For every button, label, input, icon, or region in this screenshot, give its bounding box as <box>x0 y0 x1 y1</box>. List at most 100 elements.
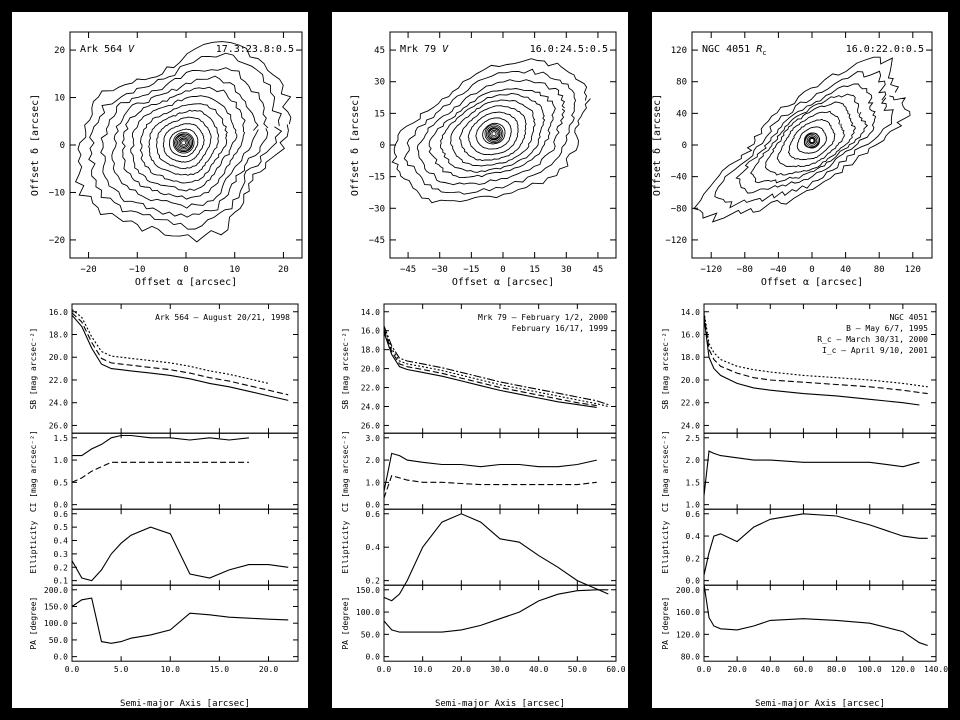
contour-line <box>130 95 238 192</box>
profile-panel-2-svg: 14.0 16.0 18.0 20.0 22.0 24.0 26.0 SB [mag arcs… <box>341 303 626 709</box>
y-tick-label: 120.0 <box>676 630 700 639</box>
profile-row-frame-pa <box>703 584 937 662</box>
y-tick-label: 0 <box>380 141 385 151</box>
contour-line <box>475 117 512 150</box>
contour-panel-3: NGC 4051 Rc 16.0:22.0:0.5 −120 −80 −40 0 40 80 1… <box>652 12 948 298</box>
x-axis-label: Semi-major Axis [arcsec] <box>120 699 250 708</box>
x-tick-label: 10 <box>229 265 240 275</box>
contour-lines <box>75 41 292 243</box>
y-tick-label: 0.2 <box>686 554 701 563</box>
contour-line <box>148 109 220 176</box>
contour-line <box>714 70 894 209</box>
contour-band: V <box>442 44 449 55</box>
sb-series-V <box>383 329 597 407</box>
contour-title: Ark 564 V <box>80 44 135 55</box>
contour-line <box>100 67 269 218</box>
y-tick-label: 1.0 <box>686 501 701 510</box>
contour-line <box>796 126 828 154</box>
contour-line <box>162 123 205 163</box>
y-tick-label: 1.0 <box>54 456 69 465</box>
y-tick-label: 200.0 <box>676 586 700 595</box>
nucleus-contour <box>808 136 816 145</box>
y-tick-label: 14.0 <box>361 308 380 317</box>
profile-panel-1: 16.0 18.0 20.0 22.0 24.0 26.0 SB [mag arcsec⁻²… <box>12 298 308 709</box>
y-tick-label: 0.4 <box>686 532 701 541</box>
x-tick-label: 60.0 <box>794 665 813 674</box>
x-axis-label: Offset α [arcsec] <box>135 277 237 288</box>
y-tick-label: 0.6 <box>366 510 381 519</box>
y-tick-label: −15 <box>369 173 385 183</box>
x-tick-label: −80 <box>737 265 753 275</box>
x-axis-label: Offset α [arcsec] <box>452 277 554 288</box>
sb-series-R_c <box>703 313 928 395</box>
y-tick-label: 0.0 <box>54 501 69 510</box>
profile-panel-2: 14.0 16.0 18.0 20.0 22.0 24.0 26.0 SB [mag arcs… <box>332 298 628 709</box>
contour-level-info: 16.0:24.5:0.5 <box>530 44 608 55</box>
x-tick-label: 80.0 <box>827 665 846 674</box>
nucleus-contour <box>172 131 195 154</box>
x-tick-label: 15 <box>529 265 540 275</box>
y-tick-label: 80 <box>676 78 687 88</box>
contour-level-info: 17.3:23.8:0.5 <box>216 44 294 55</box>
nucleus-contour <box>175 134 192 151</box>
sb-series-V <box>71 312 289 396</box>
x-tick-label: 0.0 <box>697 665 712 674</box>
y-tick-label: 20.0 <box>681 376 700 385</box>
y-axis-label: Ellipticity <box>29 521 38 574</box>
x-tick-label: −20 <box>80 265 96 275</box>
sb-series-I <box>71 309 269 384</box>
y-tick-label: 50.0 <box>49 636 68 645</box>
y-tick-label: 50.0 <box>361 630 380 639</box>
ellipticity-series-ellipticity <box>383 513 609 602</box>
x-tick-label: 30.0 <box>490 665 509 674</box>
x-tick-label: 120 <box>905 265 921 275</box>
x-tick-label: 120.0 <box>891 665 915 674</box>
y-tick-label: −20 <box>49 236 65 246</box>
nucleus-contour <box>485 125 502 142</box>
y-tick-label: 0.0 <box>54 653 69 662</box>
profile-panel-3: 14.0 16.0 18.0 20.0 22.0 24.0 SB [mag arcsec⁻²… <box>652 298 948 709</box>
x-tick-label: 0 <box>809 265 814 275</box>
contour-line <box>487 127 501 140</box>
sb-series-B <box>703 317 920 406</box>
y-tick-label: 0.0 <box>366 653 381 662</box>
nucleus-contour <box>181 140 187 146</box>
ellipticity-series-ellipticity <box>71 526 289 582</box>
x-axis-label: Semi-major Axis [arcsec] <box>755 699 885 708</box>
y-tick-label: 20 <box>54 46 65 56</box>
y-tick-label: 0.2 <box>54 563 69 572</box>
contour-panel-1-svg: Ark 564 V 17.3:23.8:0.5 −20 −10 0 10 20 20 10 0 −1… <box>30 31 303 288</box>
ci-series-B−I <box>383 452 597 492</box>
contour-level-info: 16.0:22.0:0.5 <box>846 44 924 55</box>
contour-line <box>121 86 246 200</box>
y-tick-label: 10 <box>54 94 65 104</box>
y-tick-label: 14.0 <box>681 308 700 317</box>
nucleus-contour <box>484 124 504 144</box>
y-tick-label: 0.2 <box>366 577 381 586</box>
nucleus-contour <box>806 135 818 146</box>
contour-line <box>403 68 576 195</box>
y-tick-label: 0.5 <box>54 478 69 487</box>
y-tick-label: −30 <box>369 204 385 214</box>
ci-series-B−I <box>72 434 249 457</box>
contour-lines <box>693 56 911 223</box>
x-tick-label: 40 <box>840 265 851 275</box>
x-tick-label: 45 <box>592 265 603 275</box>
nucleus-contour <box>178 137 189 148</box>
x-tick-label: 10.0 <box>161 665 180 674</box>
y-tick-label: 120 <box>671 46 687 56</box>
y-tick-label: 160.0 <box>676 608 700 617</box>
y-tick-label: 22.0 <box>361 384 380 393</box>
y-axis-label: Ellipticity <box>661 521 670 574</box>
contour-line <box>391 58 591 204</box>
y-axis-label: SB [mag arcsec⁻²] <box>661 328 670 410</box>
nucleus-contour <box>488 128 500 139</box>
x-tick-label: 0 <box>183 265 188 275</box>
y-tick-label: 45 <box>374 46 385 56</box>
y-tick-label: 0.1 <box>54 577 69 586</box>
sb-series-I <box>383 325 609 406</box>
y-tick-label: 2.0 <box>686 456 701 465</box>
y-axis-label: SB [mag arcsec⁻²] <box>341 328 350 410</box>
legend-entry: R_c – March 30/31, 2000 <box>817 335 928 344</box>
contour-line <box>168 128 199 157</box>
